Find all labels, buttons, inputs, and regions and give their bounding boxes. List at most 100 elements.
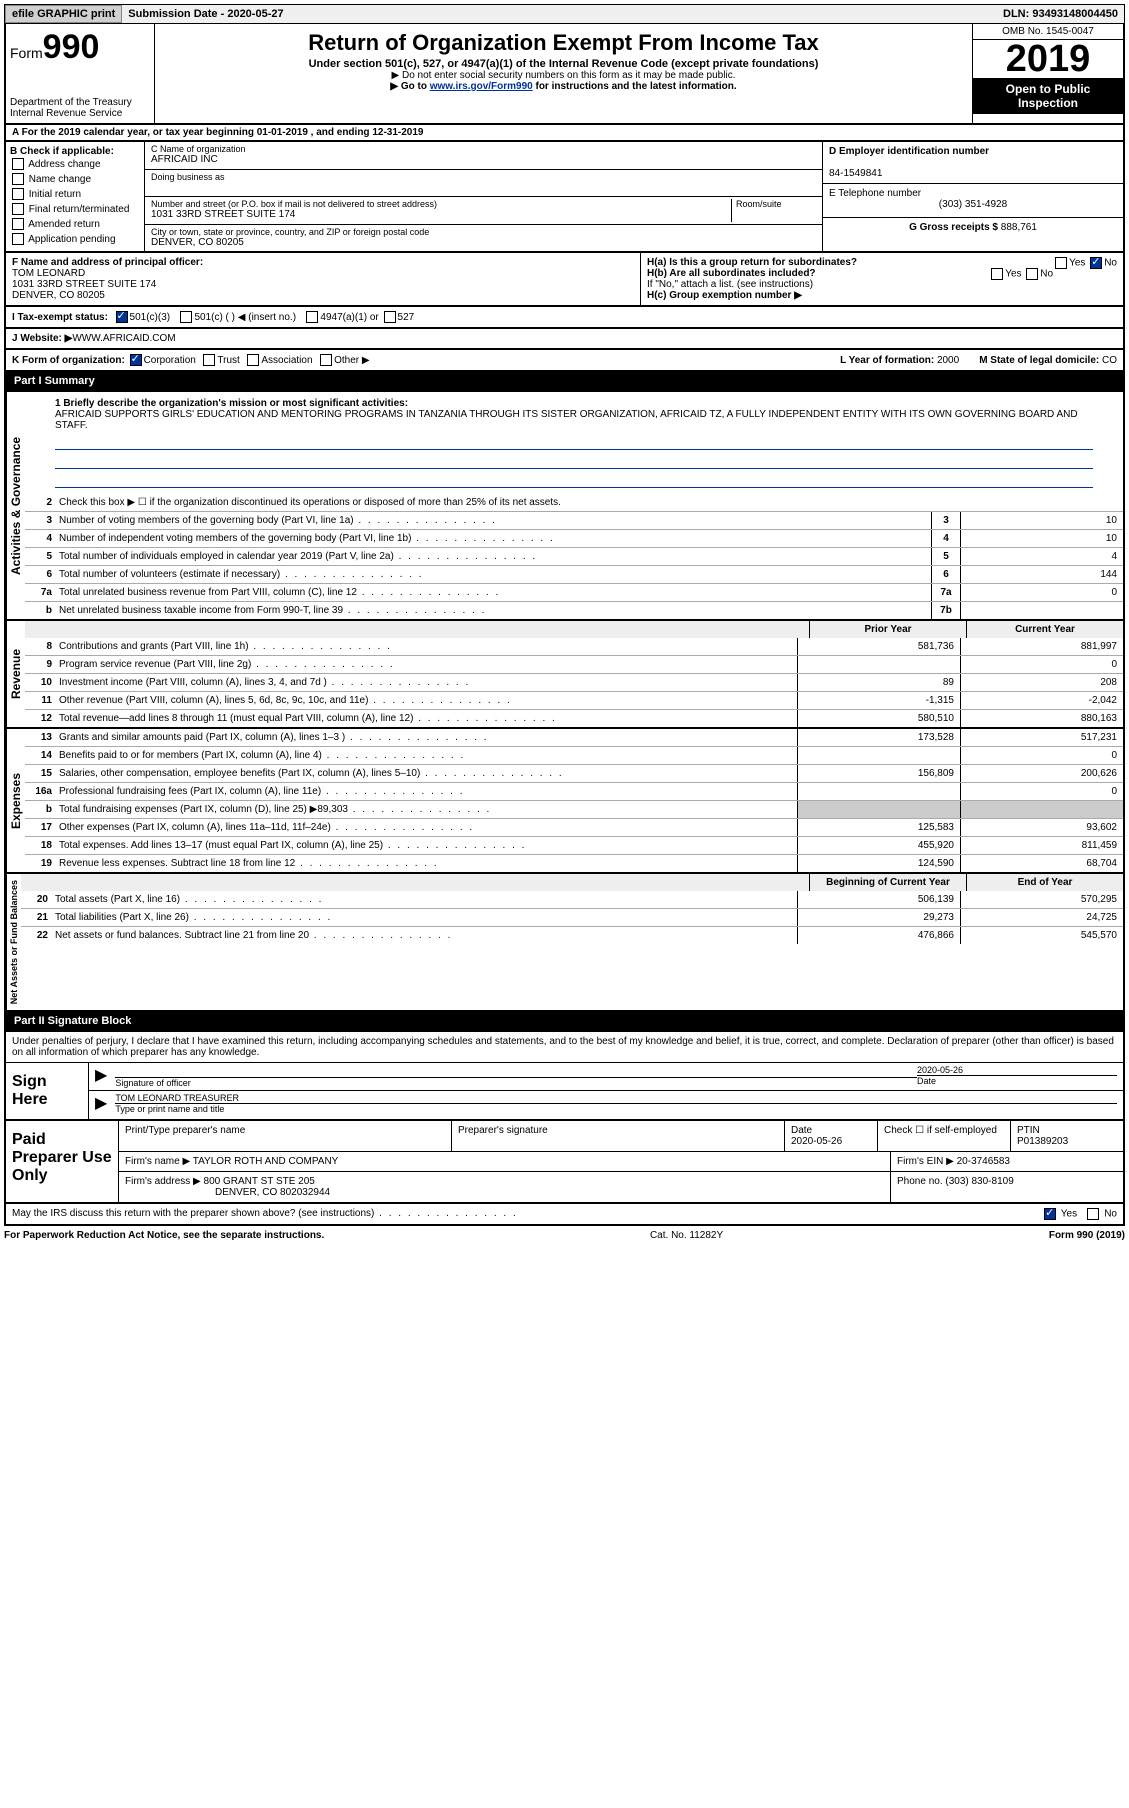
cb-501c3[interactable] xyxy=(116,311,128,323)
sig-date: 2020-05-26 xyxy=(917,1065,1117,1075)
table-row: 22 Net assets or fund balances. Subtract… xyxy=(21,927,1123,944)
year-formation: 2000 xyxy=(937,355,959,366)
line-desc: Number of independent voting members of … xyxy=(55,530,931,547)
part1-header: Part I Summary xyxy=(4,372,1125,392)
cb-name-change[interactable]: Name change xyxy=(10,172,140,187)
cb-assoc[interactable] xyxy=(247,354,259,366)
firm-addr2: DENVER, CO 802032944 xyxy=(215,1187,330,1198)
goto-line: ▶ Go to www.irs.gov/Form990 for instruct… xyxy=(159,81,968,92)
discuss-row: May the IRS discuss this return with the… xyxy=(4,1204,1125,1226)
line-num: 19 xyxy=(25,855,55,872)
na-content: Beginning of Current Year End of Year 20… xyxy=(21,874,1123,1010)
line-desc: Benefits paid to or for members (Part IX… xyxy=(55,747,797,764)
header-right: OMB No. 1545-0047 2019 Open to Public In… xyxy=(972,24,1123,123)
cb-other[interactable] xyxy=(320,354,332,366)
firm-phone-label: Phone no. xyxy=(897,1176,945,1187)
cb-trust[interactable] xyxy=(203,354,215,366)
cat-no: Cat. No. 11282Y xyxy=(650,1230,723,1241)
opt-4947: 4947(a)(1) or xyxy=(320,312,378,323)
prior-year-value: 89 xyxy=(797,674,960,691)
mission-text: AFRICAID SUPPORTS GIRLS' EDUCATION AND M… xyxy=(55,409,1078,431)
prep-name-label: Print/Type preparer's name xyxy=(119,1121,452,1151)
cb-initial-return[interactable]: Initial return xyxy=(10,187,140,202)
line-num: 16a xyxy=(25,783,55,800)
hb-no: No xyxy=(1040,269,1053,280)
ha-yes: Yes xyxy=(1069,258,1085,269)
cb-corp[interactable] xyxy=(130,354,142,366)
exp-content: 13 Grants and similar amounts paid (Part… xyxy=(25,729,1123,872)
table-row: 7a Total unrelated business revenue from… xyxy=(25,584,1123,602)
line-num: 22 xyxy=(21,927,51,944)
firm-name-label: Firm's name ▶ xyxy=(125,1156,193,1167)
current-year-value: 200,626 xyxy=(960,765,1123,782)
form-number: Form990 xyxy=(10,28,150,67)
irs-label: Internal Revenue Service xyxy=(10,108,150,119)
current-year-value: 811,459 xyxy=(960,837,1123,854)
l-label: L Year of formation: xyxy=(840,355,937,366)
line-value: 10 xyxy=(960,512,1123,529)
table-row: 6 Total number of volunteers (estimate i… xyxy=(25,566,1123,584)
line-num: 15 xyxy=(25,765,55,782)
officer-name: TOM LEONARD xyxy=(12,268,85,279)
sign-content: ▶ Signature of officer 2020-05-26 Date ▶… xyxy=(88,1063,1123,1119)
tax-status-row: I Tax-exempt status: 501(c)(3) 501(c) ( … xyxy=(4,307,1125,329)
ha-row: H(a) Is this a group return for subordin… xyxy=(647,257,1117,268)
website-row: J Website: ▶ WWW.AFRICAID.COM xyxy=(4,329,1125,350)
current-year-value: 880,163 xyxy=(960,710,1123,727)
col-end-year: End of Year xyxy=(966,874,1123,891)
cb-address-change[interactable]: Address change xyxy=(10,157,140,172)
table-row: 15 Salaries, other compensation, employe… xyxy=(25,765,1123,783)
form-header: Form990 Department of the Treasury Inter… xyxy=(4,24,1125,125)
gross-receipts: 888,761 xyxy=(1001,222,1037,233)
current-year-value: 0 xyxy=(960,783,1123,800)
prior-year-value xyxy=(797,656,960,673)
prior-year-value: 580,510 xyxy=(797,710,960,727)
table-row: b Total fundraising expenses (Part IX, c… xyxy=(25,801,1123,819)
opt-501c3: 501(c)(3) xyxy=(130,312,171,323)
current-year-value: 24,725 xyxy=(960,909,1123,926)
line-desc: Total expenses. Add lines 13–17 (must eq… xyxy=(55,837,797,854)
efile-print-button[interactable]: efile GRAPHIC print xyxy=(5,5,122,23)
org-name: AFRICAID INC xyxy=(151,154,816,165)
line-desc: Total unrelated business revenue from Pa… xyxy=(55,584,931,601)
ptin-value: P01389203 xyxy=(1017,1136,1068,1147)
table-row: 5 Total number of individuals employed i… xyxy=(25,548,1123,566)
cb-527[interactable] xyxy=(384,311,396,323)
cb-pending[interactable]: Application pending xyxy=(10,232,140,247)
line-desc: Total number of individuals employed in … xyxy=(55,548,931,565)
arrow-icon: ▶ xyxy=(95,1093,107,1114)
vert-rev: Revenue xyxy=(6,621,25,727)
header-left: Form990 Department of the Treasury Inter… xyxy=(6,24,155,123)
cb-amended[interactable]: Amended return xyxy=(10,217,140,232)
website-url: WWW.AFRICAID.COM xyxy=(72,333,175,344)
cb-discuss-no[interactable] xyxy=(1087,1208,1099,1220)
col-c-org: C Name of organization AFRICAID INC Doin… xyxy=(145,142,822,251)
vert-na: Net Assets or Fund Balances xyxy=(6,874,21,1010)
current-year-value: 93,602 xyxy=(960,819,1123,836)
line-value: 0 xyxy=(960,584,1123,601)
table-row: 20 Total assets (Part X, line 16) 506,13… xyxy=(21,891,1123,909)
current-year-value: 68,704 xyxy=(960,855,1123,872)
col-right-deg: D Employer identification number 84-1549… xyxy=(822,142,1123,251)
line-num: 17 xyxy=(25,819,55,836)
cb-4947[interactable] xyxy=(306,311,318,323)
prior-year-value: 581,736 xyxy=(797,638,960,655)
state-domicile: CO xyxy=(1102,355,1117,366)
officer-info: F Name and address of principal officer:… xyxy=(6,253,640,305)
line-num: 12 xyxy=(25,710,55,727)
cb-501c[interactable] xyxy=(180,311,192,323)
table-row: b Net unrelated business taxable income … xyxy=(25,602,1123,619)
date-label: Date xyxy=(917,1075,1117,1086)
irs-link[interactable]: www.irs.gov/Form990 xyxy=(430,81,533,92)
gross-cell: G Gross receipts $ 888,761 xyxy=(823,218,1123,251)
cb-final-return[interactable]: Final return/terminated xyxy=(10,202,140,217)
form-word: Form xyxy=(10,45,43,61)
prep-date-label: Date xyxy=(791,1125,812,1136)
form-num: 990 xyxy=(43,28,100,66)
line-num: 5 xyxy=(25,548,55,565)
cb-discuss-yes[interactable] xyxy=(1044,1208,1056,1220)
table-row: 18 Total expenses. Add lines 13–17 (must… xyxy=(25,837,1123,855)
line-desc: Program service revenue (Part VIII, line… xyxy=(55,656,797,673)
line-value xyxy=(960,602,1123,619)
vert-exp: Expenses xyxy=(6,729,25,872)
